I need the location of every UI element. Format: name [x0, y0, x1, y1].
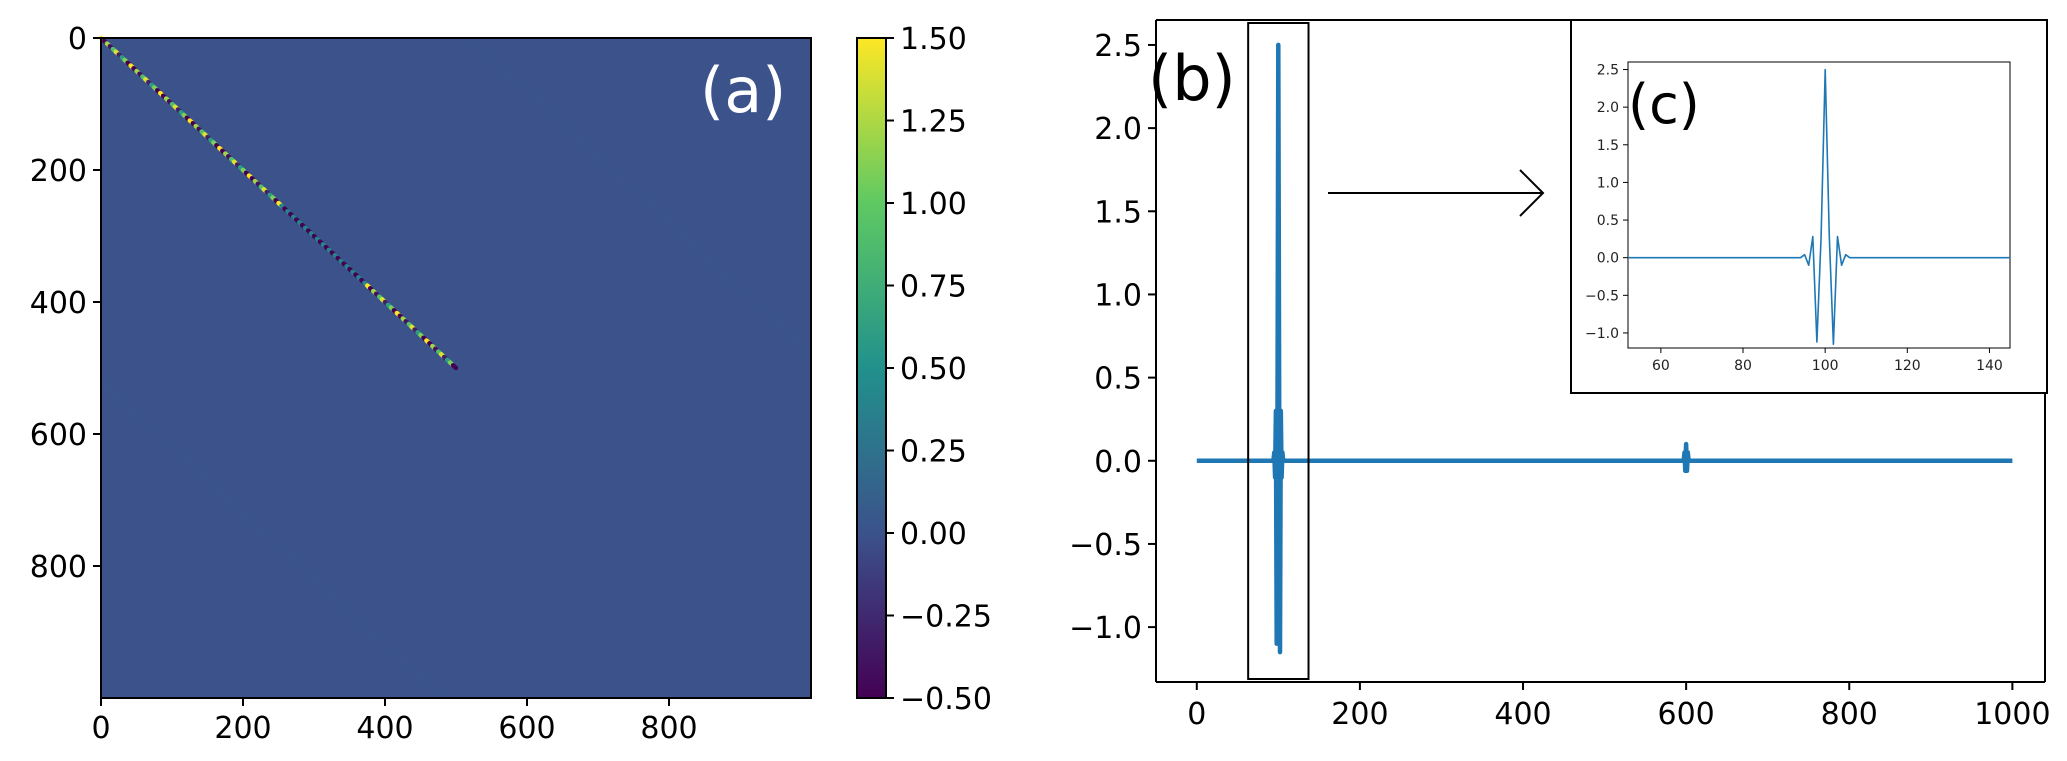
- colorbar-tick-label: −0.25: [900, 600, 992, 635]
- diagonal-segment: [450, 363, 459, 371]
- c-y-tick-label: −0.5: [1585, 288, 1619, 304]
- colorbar-tick-label: 0.00: [900, 517, 967, 552]
- y-tick-label: 600: [30, 418, 87, 453]
- x-tick-label: 0: [91, 711, 110, 746]
- line-plot-panel: 0 200 400 600 800 1000 2.5 2.0 1.5 1.0 0.5 0.0 −0.5 −…: [1069, 19, 2051, 732]
- x-tick-label: 800: [640, 711, 697, 746]
- heatmap-frame: [100, 37, 812, 699]
- colorbar-tick-label: 0.75: [900, 270, 967, 305]
- x-tick-label: 400: [356, 711, 413, 746]
- b-x-tick-label: 1000: [1974, 697, 2050, 732]
- x-tick-label: 200: [214, 711, 271, 746]
- c-y-tick-label: 2.0: [1597, 100, 1619, 116]
- b-x-tick-label: 600: [1658, 697, 1715, 732]
- zoom-arrow: [1328, 169, 1545, 217]
- b-x-tick-label: 400: [1494, 697, 1551, 732]
- inset-frame: [1570, 19, 2048, 394]
- b-oscillation-bundle: [1275, 410, 1280, 478]
- c-y-tick-label: 0.5: [1597, 213, 1619, 229]
- x-tick-label: 600: [498, 711, 555, 746]
- b-y-tick-label: −0.5: [1069, 528, 1142, 563]
- c-y-tick-label: 0.0: [1597, 251, 1619, 267]
- c-y-tick-label: 2.5: [1597, 63, 1619, 79]
- c-series-line: [1628, 68, 2010, 345]
- c-x-tick-label: 140: [1976, 358, 2003, 374]
- b-y-tick-label: 1.5: [1094, 195, 1142, 230]
- b-x-tick-label: 0: [1187, 697, 1206, 732]
- b-y-tick-label: 0.0: [1094, 445, 1142, 480]
- c-x-tick-label: 100: [1812, 358, 1839, 374]
- y-tick-label: 800: [30, 550, 87, 585]
- y-tick-label: 0: [68, 22, 87, 57]
- heatmap-panel: 0 200 400 600 800 0 200 400 600 800 (a): [30, 22, 812, 746]
- b-y-tick-label: −1.0: [1069, 611, 1142, 646]
- zoom-box: [1247, 22, 1310, 680]
- colorbar-tick-label: −0.50: [900, 682, 992, 717]
- faint-diagonal-2: [100, 380, 443, 699]
- faint-diagonal-1: [469, 37, 812, 356]
- colorbar-tick-label: 0.25: [900, 435, 967, 470]
- colorbar-tick-label: 1.00: [900, 187, 967, 222]
- b-y-tick-label: 2.0: [1094, 112, 1142, 147]
- b-y-tick-label: 2.5: [1094, 29, 1142, 64]
- b-y-tick-label: 0.5: [1094, 362, 1142, 397]
- inset-panel: 60 80 100 120 1402.52.01.51.00.50.0−0.5−1.0 …: [1570, 19, 2048, 394]
- colorbar-gradient: [856, 37, 887, 699]
- c-x-tick-label: 60: [1652, 358, 1670, 374]
- panel-label-b: (b): [1148, 42, 1236, 115]
- c-y-tick-label: 1.5: [1597, 138, 1619, 154]
- y-tick-label: 400: [30, 286, 87, 321]
- panel-label-c: (c): [1628, 73, 1700, 136]
- c-y-tick-label: 1.0: [1597, 175, 1619, 191]
- b-x-tick-label: 200: [1331, 697, 1388, 732]
- colorbar-tick-label: 1.25: [900, 105, 967, 140]
- colorbar: 1.50 1.25 1.00 0.75 0.50 0.25 0.00 −0.25 −0.50: [856, 22, 992, 717]
- c-y-tick-label: −1.0: [1585, 326, 1619, 342]
- y-tick-label: 200: [30, 154, 87, 189]
- c-x-tick-label: 80: [1734, 358, 1752, 374]
- colorbar-tick-label: 0.50: [900, 352, 967, 387]
- b-y-tick-label: 1.0: [1094, 278, 1142, 313]
- c-x-tick-label: 120: [1894, 358, 1921, 374]
- inset-axes-frame: [1627, 61, 2011, 349]
- panel-label-a: (a): [700, 54, 786, 127]
- b-x-tick-label: 800: [1821, 697, 1878, 732]
- colorbar-tick-label: 1.50: [900, 22, 967, 57]
